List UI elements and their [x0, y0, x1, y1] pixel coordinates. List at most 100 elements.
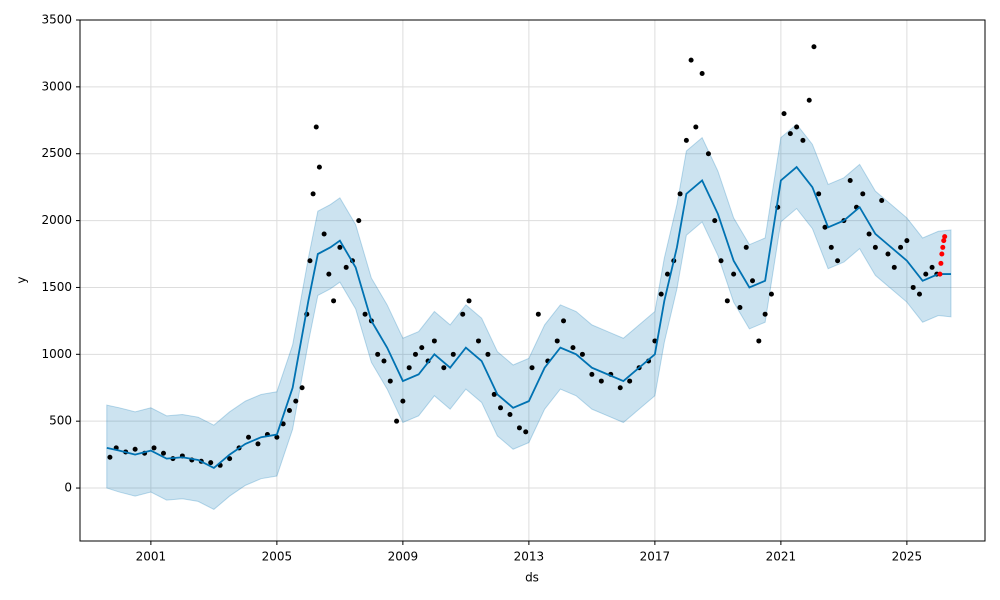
observed-point: [316, 164, 322, 170]
observed-point: [431, 338, 437, 344]
y-tick-label: 3500: [41, 13, 72, 27]
observed-point: [561, 318, 567, 324]
observed-point: [598, 378, 604, 384]
observed-point: [762, 311, 768, 317]
observed-point: [375, 351, 381, 357]
observed-point: [299, 385, 305, 391]
observed-point: [343, 264, 349, 270]
observed-point: [816, 191, 822, 197]
observed-point: [529, 365, 535, 371]
observed-point: [151, 445, 157, 451]
observed-point: [516, 425, 522, 431]
y-tick-label: 2000: [41, 213, 72, 227]
observed-point: [756, 338, 762, 344]
recent-point: [939, 251, 945, 257]
observed-point: [387, 378, 393, 384]
observed-point: [280, 421, 286, 427]
observed-point: [627, 378, 633, 384]
recent-point: [937, 271, 943, 277]
observed-point: [923, 271, 929, 277]
observed-point: [337, 244, 343, 250]
x-axis-label: ds: [525, 571, 539, 585]
observed-point: [412, 351, 418, 357]
observed-point: [693, 124, 699, 130]
observed-point: [677, 191, 683, 197]
observed-point: [107, 454, 113, 460]
observed-point: [781, 111, 787, 117]
observed-point: [712, 218, 718, 224]
observed-point: [847, 177, 853, 183]
observed-point: [743, 244, 749, 250]
x-tick-label: 2021: [766, 550, 797, 564]
recent-point: [938, 260, 944, 266]
observed-point: [866, 231, 872, 237]
observed-point: [293, 398, 299, 404]
observed-point: [579, 351, 585, 357]
observed-point: [419, 345, 425, 351]
observed-point: [485, 351, 491, 357]
observed-point: [356, 218, 362, 224]
observed-point: [570, 345, 576, 351]
observed-point: [450, 351, 456, 357]
observed-point: [904, 238, 910, 244]
observed-point: [227, 456, 233, 462]
observed-point: [683, 137, 689, 143]
y-tick-label: 0: [64, 481, 72, 495]
observed-point: [475, 338, 481, 344]
observed-point: [132, 446, 138, 452]
observed-point: [891, 264, 897, 270]
observed-point: [811, 44, 817, 50]
observed-point: [822, 224, 828, 230]
y-tick-label: 2500: [41, 146, 72, 160]
observed-point: [208, 460, 214, 466]
observed-point: [617, 385, 623, 391]
x-tick-label: 2017: [640, 550, 671, 564]
observed-point: [507, 411, 513, 417]
observed-point: [255, 441, 261, 447]
observed-point: [535, 311, 541, 317]
observed-point: [286, 407, 292, 413]
observed-point: [310, 191, 316, 197]
x-tick-label: 2005: [262, 550, 293, 564]
observed-point: [916, 291, 922, 297]
observed-point: [699, 70, 705, 76]
y-axis-label: y: [15, 276, 29, 283]
observed-point: [872, 244, 878, 250]
observed-point: [400, 398, 406, 404]
observed-point: [828, 244, 834, 250]
observed-point: [523, 429, 529, 435]
observed-point: [705, 151, 711, 157]
observed-point: [794, 124, 800, 130]
observed-point: [394, 418, 400, 424]
observed-point: [879, 198, 885, 204]
observed-point: [274, 434, 280, 440]
observed-point: [737, 305, 743, 311]
observed-point: [460, 311, 466, 317]
observed-point: [498, 405, 504, 411]
x-tick-label: 2013: [514, 550, 545, 564]
recent-point: [942, 234, 948, 240]
observed-point: [160, 450, 166, 456]
observed-point: [664, 271, 670, 277]
observed-point: [835, 258, 841, 264]
x-tick-label: 2025: [892, 550, 923, 564]
observed-point: [910, 284, 916, 290]
observed-point: [491, 391, 497, 397]
y-tick-label: 1000: [41, 347, 72, 361]
recent-point: [941, 238, 947, 244]
recent-point: [940, 244, 946, 250]
forecast-line: [106, 165, 951, 470]
observed-point: [929, 264, 935, 270]
observed-point: [860, 191, 866, 197]
observed-point: [406, 365, 412, 371]
observed-point: [307, 258, 313, 264]
observed-point: [688, 57, 694, 63]
observed-point: [362, 311, 368, 317]
observed-point: [658, 291, 664, 297]
y-tick-label: 500: [49, 414, 72, 428]
observed-point: [326, 271, 332, 277]
observed-point: [750, 278, 756, 284]
observed-point: [321, 231, 327, 237]
